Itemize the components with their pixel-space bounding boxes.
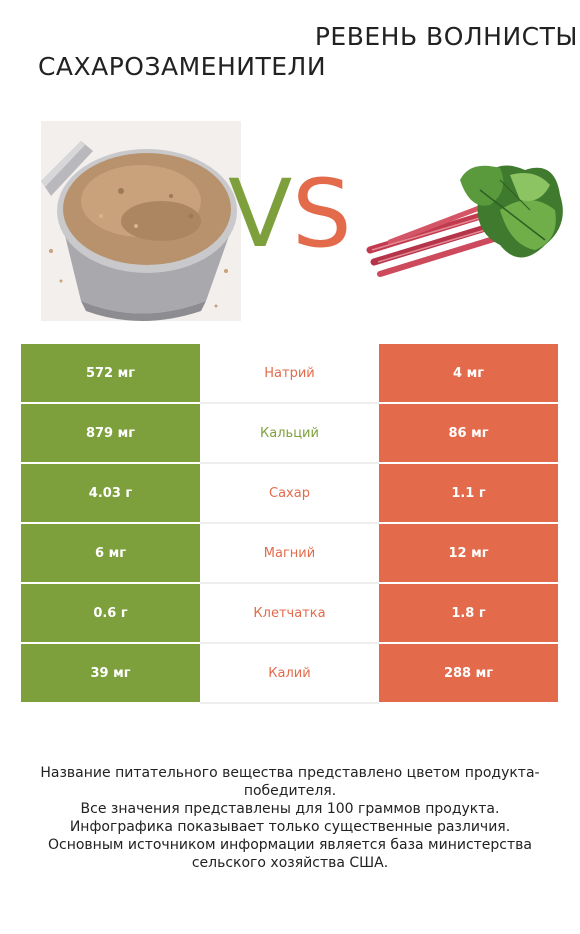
nutrient-name: Сахар <box>200 464 379 524</box>
table-row: 6 мг Магний 12 мг <box>21 524 558 584</box>
nutrient-name: Клетчатка <box>200 584 379 644</box>
right-value: 4 мг <box>379 344 558 404</box>
table-row: 39 мг Калий 288 мг <box>21 644 558 704</box>
sugar-substitute-image <box>41 121 241 321</box>
table-row: 0.6 г Клетчатка 1.8 г <box>21 584 558 644</box>
left-value: 4.03 г <box>21 464 200 524</box>
left-value: 0.6 г <box>21 584 200 644</box>
rhubarb-image <box>360 150 570 290</box>
vs-letter-s: S <box>292 160 352 269</box>
vs-letter-v: V <box>228 160 293 269</box>
left-product-title: САХАРОЗАМЕНИТЕЛИ <box>37 52 327 81</box>
right-value: 86 мг <box>379 404 558 464</box>
table-row: 4.03 г Сахар 1.1 г <box>21 464 558 524</box>
table-row: 572 мг Натрий 4 мг <box>21 344 558 404</box>
left-value: 39 мг <box>21 644 200 704</box>
nutrient-name: Магний <box>200 524 379 584</box>
measuring-cup-illustration <box>41 121 241 321</box>
right-value: 1.8 г <box>379 584 558 644</box>
table-row: 879 мг Кальций 86 мг <box>21 404 558 464</box>
right-value: 1.1 г <box>379 464 558 524</box>
footer-line-color-note: Название питательного вещества представл… <box>40 765 540 799</box>
right-value: 288 мг <box>379 644 558 704</box>
nutrient-name: Натрий <box>200 344 379 404</box>
footer-line-source: Основным источником информации является … <box>48 837 532 871</box>
nutrient-name: Калий <box>200 644 379 704</box>
footer-line-per-100g: Все значения представлены для 100 граммо… <box>80 801 500 817</box>
right-product-title: РЕВЕНЬ ВОЛНИСТЫЙ <box>314 22 580 51</box>
nutrient-comparison-table: 572 мг Натрий 4 мг 879 мг Кальций 86 мг 4.03 г… <box>21 344 558 704</box>
left-value: 572 мг <box>21 344 200 404</box>
left-value: 6 мг <box>21 524 200 584</box>
left-value: 879 мг <box>21 404 200 464</box>
nutrient-name: Кальций <box>200 404 379 464</box>
rhubarb-illustration <box>366 165 563 277</box>
footer-line-significant-diff: Инфографика показывает только существенн… <box>69 819 511 835</box>
footer-notes: Название питательного вещества представл… <box>20 764 560 872</box>
right-value: 12 мг <box>379 524 558 584</box>
